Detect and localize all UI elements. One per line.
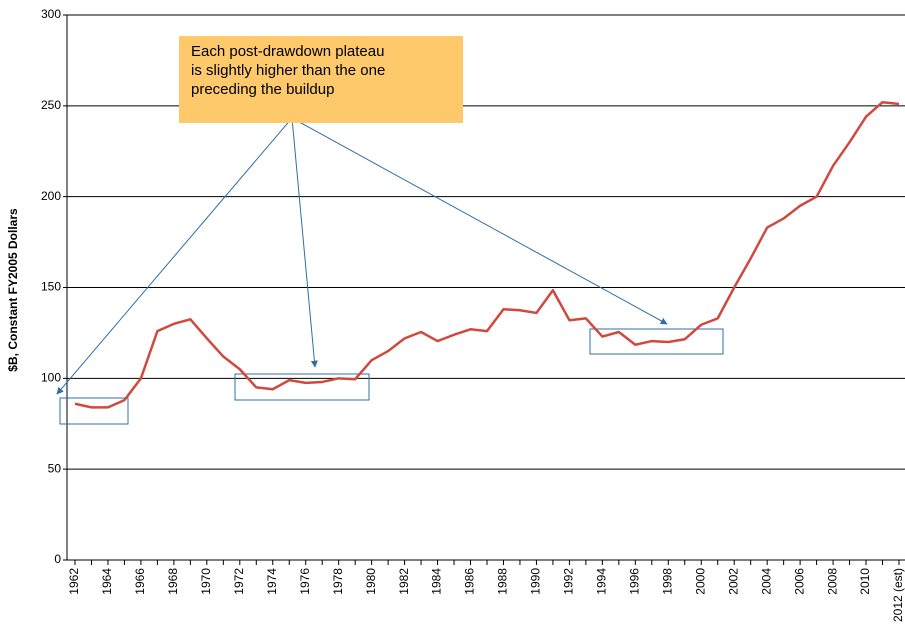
x-tick-label: 2002 — [726, 568, 740, 595]
x-tick-label: 1992 — [562, 568, 576, 595]
x-tick-label: 1962 — [67, 568, 81, 595]
highlight-box — [59, 397, 129, 425]
x-tick-label: 2010 — [858, 568, 872, 595]
y-tick-label: 200 — [41, 189, 61, 203]
x-tick-label: 1970 — [199, 568, 213, 595]
annotation-line: preceding the buildup — [191, 81, 334, 98]
x-tick-label: 1998 — [660, 568, 674, 595]
x-tick-label: 2008 — [825, 568, 839, 595]
annotation-box — [179, 36, 463, 123]
y-tick-label: 300 — [41, 7, 61, 21]
x-tick-label: 2004 — [759, 568, 773, 595]
y-axis-label: $B, Constant FY2005 Dollars — [6, 208, 20, 372]
x-tick-label: 1976 — [298, 568, 312, 595]
x-tick-label: 1980 — [364, 568, 378, 595]
x-tick-label: 1966 — [133, 568, 147, 595]
x-tick-label: 1964 — [100, 568, 114, 595]
x-tick-label: 1986 — [463, 568, 477, 595]
x-tick-label: 2000 — [693, 568, 707, 595]
series-line — [74, 100, 900, 409]
x-tick-label: 1974 — [265, 568, 279, 595]
y-tick-label: 0 — [54, 552, 61, 566]
y-tick-label: 150 — [41, 280, 61, 294]
x-tick-label: 1984 — [430, 568, 444, 595]
arrow — [291, 117, 318, 368]
x-tick-label: 1978 — [331, 568, 345, 595]
x-tick-label: 1982 — [397, 568, 411, 595]
x-tick-label: 1990 — [529, 568, 543, 595]
x-tick-label: 1994 — [595, 568, 609, 595]
arrows — [56, 117, 668, 395]
x-tick-label: 2006 — [792, 568, 806, 595]
y-tick-label: 250 — [41, 98, 61, 112]
y-tick-label: 100 — [41, 371, 61, 385]
y-tick-label: 50 — [48, 461, 62, 475]
x-tick-label: 1996 — [627, 568, 641, 595]
x-tick-label: 1972 — [232, 568, 246, 595]
x-tick-label: 1988 — [496, 568, 510, 595]
arrow — [56, 117, 293, 395]
annotation-line: is slightly higher than the one — [191, 62, 385, 79]
arrow — [291, 117, 668, 325]
x-tick-label: 1968 — [166, 568, 180, 595]
highlight-box — [589, 328, 724, 355]
highlight-box — [234, 373, 370, 401]
x-tick-label: 2012 (est) — [891, 568, 905, 622]
annotation-line: Each post-drawdown plateau — [191, 43, 384, 60]
